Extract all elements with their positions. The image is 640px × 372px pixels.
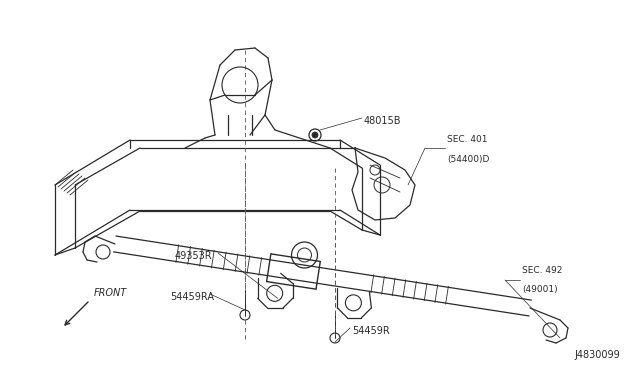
Text: (54400)D: (54400)D bbox=[447, 155, 490, 164]
Text: 48015B: 48015B bbox=[364, 116, 401, 126]
Text: 49353R: 49353R bbox=[175, 251, 212, 261]
Text: (49001): (49001) bbox=[522, 285, 557, 294]
Text: 54459RA: 54459RA bbox=[170, 292, 214, 302]
Text: 54459R: 54459R bbox=[352, 326, 390, 336]
Text: SEC. 401: SEC. 401 bbox=[447, 135, 488, 144]
Circle shape bbox=[312, 132, 318, 138]
Text: J4830099: J4830099 bbox=[574, 350, 620, 360]
Text: SEC. 492: SEC. 492 bbox=[522, 266, 563, 275]
Text: FRONT: FRONT bbox=[94, 288, 127, 298]
